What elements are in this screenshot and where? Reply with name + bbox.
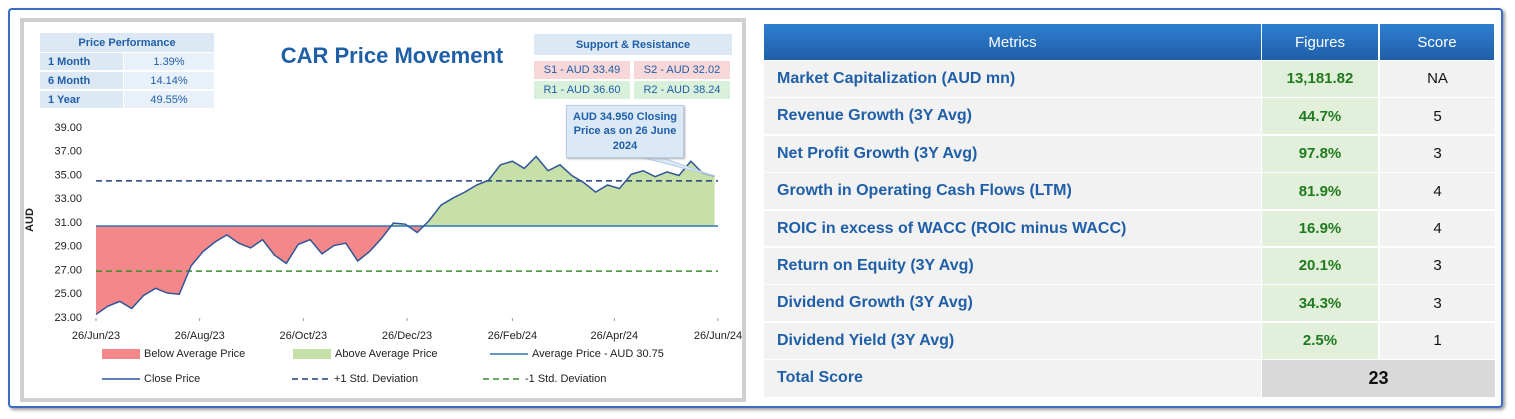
x-tick-label: 26/Oct/23 <box>279 330 327 342</box>
metric-name: Dividend Yield (3Y Avg) <box>764 322 1261 359</box>
chart-title: CAR Price Movement <box>281 43 504 68</box>
x-tick-label: 26/Dec/23 <box>382 330 432 342</box>
sr-item: R2 - AUD 38.24 <box>634 81 730 99</box>
metric-score: NA <box>1380 61 1495 97</box>
metric-name: Return on Equity (3Y Avg) <box>764 248 1261 284</box>
y-tick-label: 35.00 <box>54 169 82 181</box>
legend-label: -1 Std. Deviation <box>525 373 606 385</box>
metric-score: 3 <box>1380 135 1495 172</box>
metric-name: Revenue Growth (3Y Avg) <box>764 98 1261 135</box>
metric-score: 4 <box>1380 210 1495 247</box>
table-header: Figures <box>1262 24 1378 60</box>
price-line <box>95 155 715 316</box>
legend-label: +1 Std. Deviation <box>334 373 418 385</box>
y-tick-label: 29.00 <box>54 241 82 253</box>
y-tick-label: 33.00 <box>54 193 82 205</box>
y-tick-label: 31.00 <box>54 217 82 229</box>
legend-swatch <box>102 349 140 359</box>
legend-label: Below Average Price <box>144 348 245 360</box>
sr-item: R1 - AUD 36.60 <box>534 81 630 99</box>
metric-score: 3 <box>1380 248 1495 284</box>
frame <box>8 8 1503 408</box>
perf-label: 1 Year <box>40 90 123 108</box>
sr-item: S2 - AUD 32.02 <box>634 61 730 79</box>
x-tick-label: 26/Jun/24 <box>694 330 742 342</box>
perf-value: 1.39% <box>124 52 214 70</box>
legend-label: Average Price - AUD 30.75 <box>532 348 664 360</box>
metric-figure: 44.7% <box>1262 98 1378 135</box>
metric-score: 1 <box>1380 322 1495 359</box>
metric-figure: 97.8% <box>1262 135 1378 172</box>
perf-title: Price Performance <box>40 33 214 52</box>
perf-value: 49.55% <box>124 90 214 108</box>
metric-figure: 20.1% <box>1262 248 1378 284</box>
sr-title: Support & Resistance <box>534 34 732 55</box>
legend-label: Close Price <box>144 373 200 385</box>
metric-score: 5 <box>1380 98 1495 135</box>
y-tick-label: 27.00 <box>54 264 82 276</box>
table-header: Score <box>1380 24 1494 60</box>
y-tick-label: 39.00 <box>54 122 82 134</box>
metric-name: Market Capitalization (AUD mn) <box>764 61 1261 97</box>
metric-figure: 16.9% <box>1262 210 1378 247</box>
metric-figure: 2.5% <box>1262 322 1378 359</box>
metric-score: 4 <box>1380 173 1495 210</box>
legend-swatch <box>293 349 331 359</box>
metric-name: Dividend Growth (3Y Avg) <box>764 285 1261 322</box>
metric-figure: 81.9% <box>1262 173 1378 210</box>
y-tick-label: 23.00 <box>54 312 82 324</box>
metric-figure: 13,181.82 <box>1262 61 1378 97</box>
y-axis-label: AUD <box>24 208 36 232</box>
metric-figure: 34.3% <box>1262 285 1378 322</box>
area-below <box>96 225 715 315</box>
metric-name: Growth in Operating Cash Flows (LTM) <box>764 173 1261 210</box>
x-tick-label: 26/Apr/24 <box>590 330 638 342</box>
metric-name: Net Profit Growth (3Y Avg) <box>764 135 1261 172</box>
x-tick-label: 26/Jun/23 <box>72 330 120 342</box>
y-tick-label: 25.00 <box>54 288 82 300</box>
y-tick-label: 37.00 <box>54 146 82 158</box>
perf-value: 14.14% <box>124 71 214 89</box>
legend-label: Above Average Price <box>335 348 438 360</box>
x-tick-label: 26/Aug/23 <box>175 330 225 342</box>
sr-item: S1 - AUD 33.49 <box>534 61 630 79</box>
total-score: 23 <box>1262 360 1495 397</box>
metric-name: ROIC in excess of WACC (ROIC minus WACC) <box>764 210 1261 247</box>
metric-score: 3 <box>1380 285 1495 322</box>
table-header: Metrics <box>764 24 1261 60</box>
annotation-pointer <box>639 156 715 177</box>
x-tick-label: 26/Feb/24 <box>488 330 538 342</box>
perf-label: 1 Month <box>40 52 123 70</box>
annotation: AUD 34.950 Closing Price as on 26 June 2… <box>566 105 684 158</box>
perf-label: 6 Month <box>40 71 123 89</box>
total-label: Total Score <box>764 360 1261 397</box>
